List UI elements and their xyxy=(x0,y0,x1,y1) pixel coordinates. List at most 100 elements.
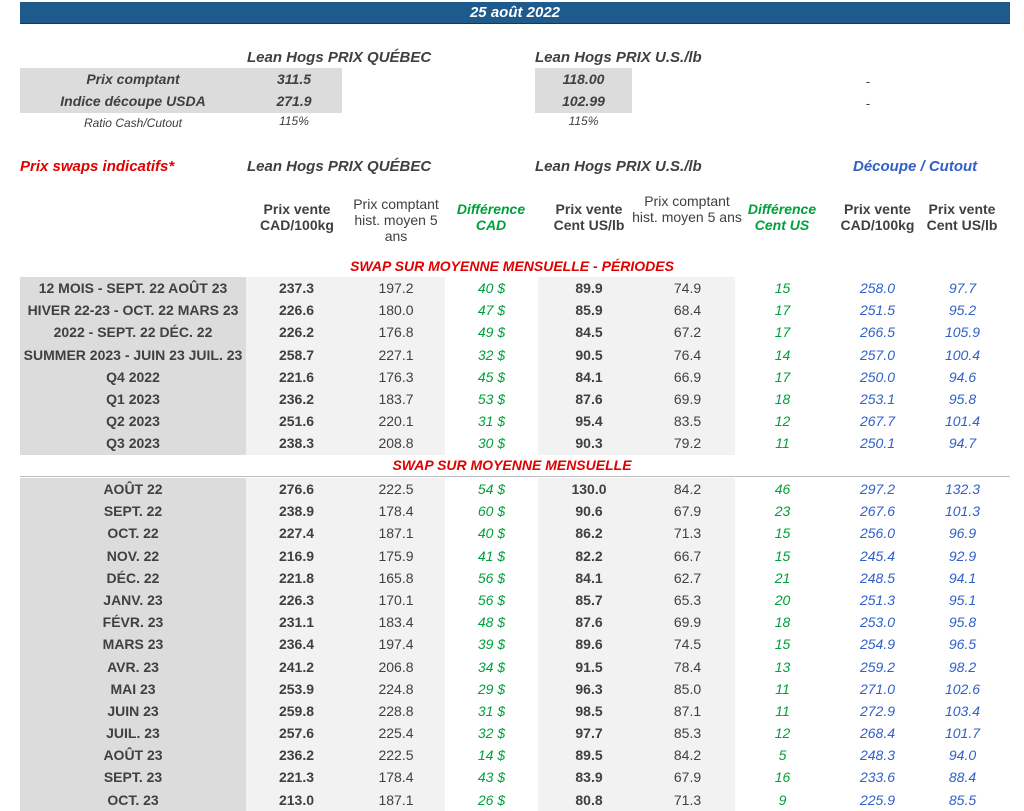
ratio-qc: 115% xyxy=(279,114,309,128)
cell: 272.9 xyxy=(859,702,896,719)
cell: 187.1 xyxy=(347,522,445,545)
ratio-label: Ratio Cash/Cutout xyxy=(83,116,183,130)
col-header-cutout-us: Prix vente Cent US/lb xyxy=(926,201,998,233)
row-label: NOV. 22 xyxy=(20,544,246,567)
cell: 227.4 xyxy=(246,522,347,545)
cell: 197.2 xyxy=(347,277,445,300)
cell: 226.2 xyxy=(246,321,347,344)
cell: 259.2 xyxy=(859,658,896,675)
cell: 256.0 xyxy=(859,525,896,542)
cell: 221.6 xyxy=(246,365,347,388)
cell: 220.1 xyxy=(347,410,445,433)
cell: 68.4 xyxy=(640,299,735,322)
cell: 250.0 xyxy=(859,368,896,385)
cell: 224.8 xyxy=(347,677,445,700)
cell: 97.7 xyxy=(538,722,640,745)
row-label: DÉC. 22 xyxy=(20,566,246,589)
cell: 87.6 xyxy=(538,611,640,634)
swaps-qc-title: Lean Hogs PRIX QUÉBEC xyxy=(247,158,432,175)
cell: 21 xyxy=(774,569,791,586)
cell: 41 $ xyxy=(477,547,506,564)
cell: 71.3 xyxy=(640,522,735,545)
cell: 222.5 xyxy=(347,478,445,501)
periods-title: SWAP SUR MOYENNE MENSUELLE - PÉRIODES xyxy=(350,258,674,274)
cell: 74.9 xyxy=(640,277,735,300)
cell: 105.9 xyxy=(944,324,981,341)
cell: 16 xyxy=(774,769,791,786)
cell: 170.1 xyxy=(347,588,445,612)
cell: 85.3 xyxy=(640,722,735,745)
cell: 241.2 xyxy=(246,655,347,678)
row-label: SUMMER 2023 - JUIN 23 JUIL. 23 xyxy=(20,343,246,366)
cell: 15 xyxy=(774,547,791,564)
row-label: Q1 2023 xyxy=(20,387,246,411)
qc-title: Lean Hogs PRIX QUÉBEC xyxy=(247,49,432,66)
cash-cutout: - xyxy=(865,74,871,89)
cell: 236.2 xyxy=(246,387,347,411)
row-label: JANV. 23 xyxy=(20,588,246,612)
cell: 69.9 xyxy=(640,611,735,634)
cell: 85.9 xyxy=(538,299,640,322)
cell: 84.2 xyxy=(640,478,735,501)
cell: 259.8 xyxy=(246,699,347,723)
cell: 67.9 xyxy=(640,766,735,789)
us-cash-box xyxy=(535,68,632,113)
cell: 82.2 xyxy=(538,544,640,567)
row-label: HIVER 22-23 - OCT. 22 MARS 23 xyxy=(20,299,246,322)
cell: 40 $ xyxy=(477,525,506,542)
cell: 14 xyxy=(774,346,791,363)
cell: 13 xyxy=(774,658,791,675)
cell: 83.5 xyxy=(640,410,735,433)
cell: 178.4 xyxy=(347,766,445,789)
cell: 5 xyxy=(778,747,787,764)
cell: 12 xyxy=(774,725,791,742)
cell: 226.6 xyxy=(246,299,347,322)
cell: 23 xyxy=(774,503,791,520)
cell: 89.5 xyxy=(538,744,640,767)
cell: 96.3 xyxy=(538,677,640,700)
row-label: OCT. 22 xyxy=(20,522,246,545)
cell: 43 $ xyxy=(477,769,506,786)
row-label: JUIL. 23 xyxy=(20,722,246,745)
cell: 96.5 xyxy=(948,636,977,653)
cell: 34 $ xyxy=(477,658,506,675)
cell: 238.3 xyxy=(246,432,347,455)
cell: 18 xyxy=(774,614,791,631)
cell: 74.5 xyxy=(640,633,735,656)
cell: 238.9 xyxy=(246,500,347,523)
cell: 39 $ xyxy=(477,636,506,653)
cell: 18 xyxy=(774,390,791,407)
cell: 183.7 xyxy=(347,387,445,411)
cell: 225.9 xyxy=(859,791,896,808)
cell: 96.9 xyxy=(948,525,977,542)
us-title: Lean Hogs PRIX U.S./lb xyxy=(535,49,702,66)
cell: 251.3 xyxy=(859,591,896,608)
cell: 187.1 xyxy=(347,788,445,811)
cell: 12 xyxy=(774,413,791,430)
cell: 233.6 xyxy=(859,769,896,786)
cell: 100.4 xyxy=(944,346,981,363)
cell: 46 xyxy=(774,481,791,497)
cell: 248.3 xyxy=(859,747,896,764)
row-label: MAI 23 xyxy=(20,677,246,700)
cell: 250.1 xyxy=(859,435,896,452)
cell: 94.1 xyxy=(948,569,977,586)
cutout-us: 102.99 xyxy=(562,93,605,109)
cell: 226.3 xyxy=(246,588,347,612)
cell: 258.0 xyxy=(859,280,896,296)
cell: 101.7 xyxy=(944,725,981,742)
row-label: 2022 - SEPT. 22 DÉC. 22 xyxy=(20,321,246,344)
col-header-qc-hist: Prix comptant hist. moyen 5 ans xyxy=(353,196,439,244)
cell: 101.3 xyxy=(944,503,981,520)
cell: 267.6 xyxy=(859,503,896,520)
cell: 251.5 xyxy=(859,302,896,319)
cell: 90.6 xyxy=(538,500,640,523)
cell: 32 $ xyxy=(477,725,506,742)
cell: 85.5 xyxy=(948,791,977,808)
cell: 245.4 xyxy=(859,547,896,564)
cell: 276.6 xyxy=(246,478,347,501)
row-label: SEPT. 23 xyxy=(20,766,246,789)
col-header-qc-diff: Différence CAD xyxy=(456,201,526,233)
cell: 253.9 xyxy=(246,677,347,700)
cell: 11 xyxy=(775,702,790,719)
